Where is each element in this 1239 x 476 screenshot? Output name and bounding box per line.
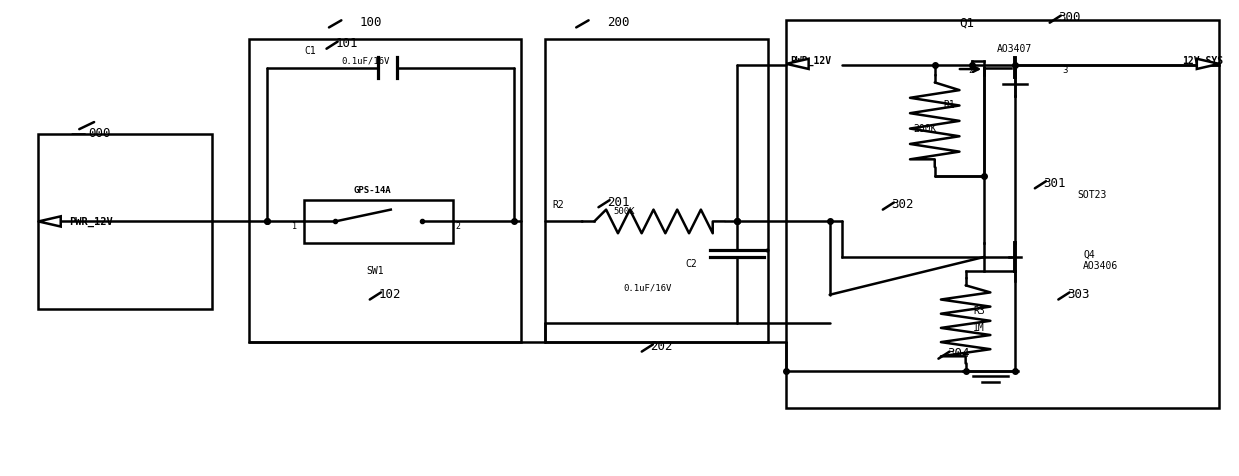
- Text: 1: 1: [292, 222, 297, 231]
- Text: AO3406: AO3406: [1083, 261, 1119, 271]
- Text: 300: 300: [1058, 11, 1080, 24]
- Text: 100: 100: [359, 16, 383, 29]
- Text: C1: C1: [305, 46, 316, 56]
- Text: 101: 101: [336, 38, 358, 50]
- Text: 301: 301: [1043, 177, 1066, 190]
- Bar: [787, 20, 1219, 408]
- Text: 202: 202: [650, 340, 673, 353]
- Bar: [545, 39, 768, 342]
- Text: PWR_12V: PWR_12V: [790, 55, 831, 66]
- Text: R1: R1: [943, 100, 955, 110]
- Text: 3: 3: [1062, 66, 1068, 75]
- Text: 000: 000: [88, 128, 110, 140]
- Bar: [38, 134, 212, 309]
- Polygon shape: [787, 59, 809, 69]
- Text: 201: 201: [607, 196, 629, 209]
- Polygon shape: [38, 216, 61, 227]
- Text: AO3407: AO3407: [996, 44, 1032, 54]
- Text: 302: 302: [892, 198, 914, 211]
- Text: SW1: SW1: [366, 266, 384, 276]
- Text: 200K: 200K: [913, 124, 937, 134]
- Text: 0.1uF/16V: 0.1uF/16V: [342, 56, 390, 65]
- Text: 2: 2: [455, 222, 460, 231]
- Bar: [249, 39, 520, 342]
- Polygon shape: [1197, 59, 1219, 69]
- Text: 500K: 500K: [613, 208, 634, 217]
- Text: Q4: Q4: [1083, 249, 1095, 259]
- Text: 102: 102: [378, 288, 401, 301]
- Text: GPS-14A: GPS-14A: [353, 186, 392, 195]
- Text: 2: 2: [968, 66, 974, 75]
- Bar: [305, 200, 452, 243]
- Text: R2: R2: [553, 200, 565, 210]
- Text: 1M: 1M: [973, 323, 985, 333]
- Text: 0.1uF/16V: 0.1uF/16V: [623, 283, 672, 292]
- Text: Q1: Q1: [959, 16, 974, 29]
- Text: 303: 303: [1067, 288, 1089, 301]
- Text: R3: R3: [973, 307, 985, 317]
- Text: 12V_SYS: 12V_SYS: [1182, 55, 1223, 66]
- Text: SOT23: SOT23: [1077, 190, 1106, 200]
- Text: 304: 304: [947, 347, 970, 360]
- Text: C2: C2: [685, 259, 696, 269]
- Text: PWR_12V: PWR_12V: [69, 216, 113, 227]
- Text: 200: 200: [607, 16, 629, 29]
